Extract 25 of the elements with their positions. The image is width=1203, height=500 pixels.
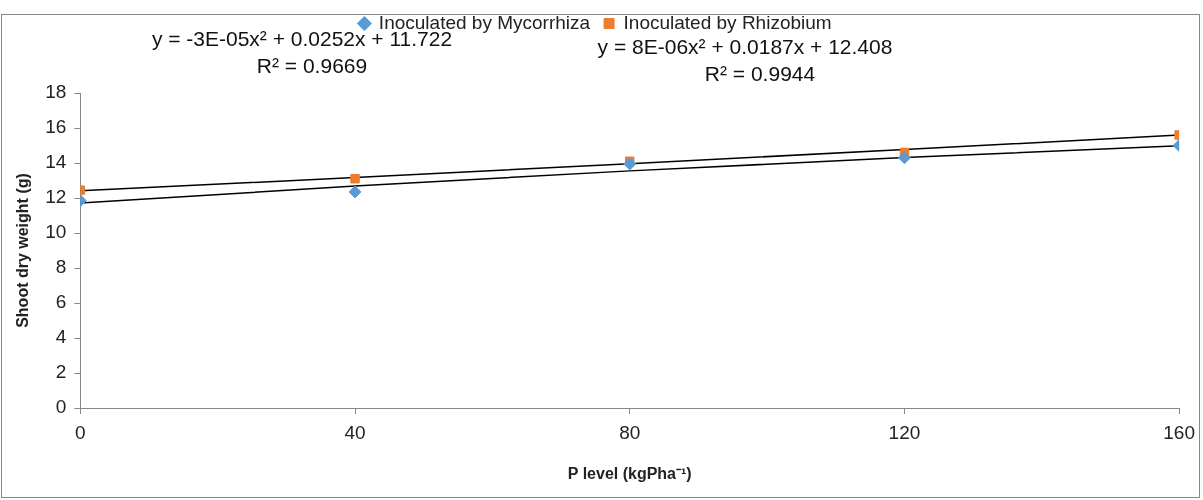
y-tick-label: 2: [55, 361, 67, 383]
y-tick-label: 0: [55, 396, 67, 418]
y-tick-label: 14: [45, 151, 67, 173]
text: R² = 0.9669: [256, 53, 368, 77]
x-tick-label: 80: [619, 421, 641, 443]
x-tick-label: 120: [888, 421, 921, 443]
y-tick-label: 8: [55, 256, 67, 278]
y-tick-label: 18: [45, 81, 67, 103]
point: [350, 174, 360, 184]
y-tick-label: 6: [55, 291, 67, 313]
legend-label: Inoculated by Rhizobium: [623, 11, 832, 33]
text: R² = 0.9944: [704, 61, 816, 85]
x-tick-label: 160: [1163, 421, 1195, 443]
x-tick-label: 0: [75, 421, 86, 443]
point: [623, 157, 637, 171]
point: [897, 151, 911, 165]
y-tick-label: 4: [55, 326, 67, 348]
y-tick-label: 10: [45, 221, 67, 243]
point: [348, 185, 362, 199]
x-axis-title: P level (kgPha⁻¹): [567, 464, 692, 482]
y-tick-label: 12: [45, 186, 67, 208]
y-axis-title: Shoot dry weight (g): [14, 173, 32, 328]
y-tick-label: 16: [45, 116, 67, 138]
x-tick-label: 40: [344, 421, 366, 443]
text: y = 8E-06x² + 0.0187x + 12.408: [597, 34, 893, 58]
